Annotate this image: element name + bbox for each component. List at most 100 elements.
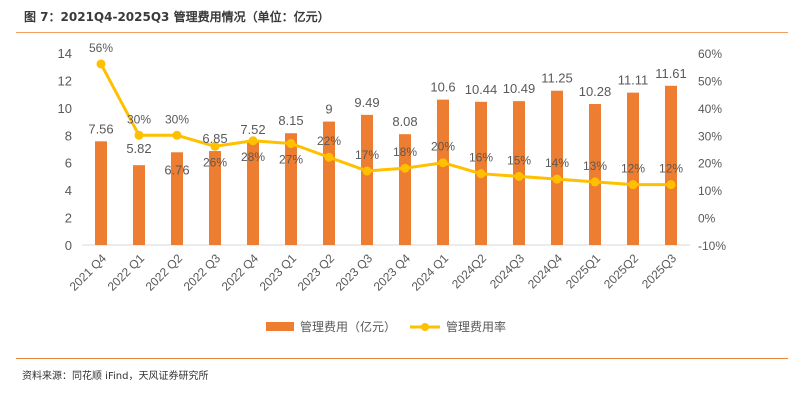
bar [171, 152, 183, 245]
bar-data-label: 10.49 [503, 81, 536, 96]
line-point [552, 174, 562, 184]
x-tick-label: 2025Q3 [639, 251, 679, 291]
left-tick-label: 4 [65, 183, 72, 198]
source-note: 资料来源：同花顺 iFind，天风证券研究所 [22, 371, 209, 382]
left-tick-label: 6 [65, 156, 72, 171]
line-data-label: 30% [127, 112, 151, 126]
x-tick-label: 2023 Q2 [295, 251, 338, 294]
right-tick-label: 50% [698, 74, 722, 88]
line-series [96, 59, 676, 190]
left-tick-label: 8 [65, 128, 72, 143]
legend-swatch-marker [421, 323, 429, 331]
bar [95, 141, 107, 245]
bar-data-label: 6.85 [202, 131, 227, 146]
right-tick-label: 20% [698, 157, 722, 171]
bar-data-label: 10.28 [579, 84, 612, 99]
x-tick-label: 2021 Q4 [67, 251, 110, 294]
left-axis: 0 2 4 6 8 10 12 14 [58, 46, 72, 253]
x-tick-label: 2023 Q4 [371, 251, 414, 294]
bar-data-label: 8.08 [392, 114, 417, 129]
right-tick-label: 10% [698, 184, 722, 198]
bar-data-label: 6.76 [164, 162, 189, 177]
title-divider [16, 32, 788, 33]
line-point [286, 139, 296, 149]
bar-data-label: 7.56 [88, 121, 113, 136]
bar-data-label: 8.15 [278, 113, 303, 128]
bar [323, 121, 335, 245]
figure-title: 图 7：2021Q4-2025Q3 管理费用情况（单位：亿元） [24, 10, 330, 24]
bar [589, 104, 601, 245]
right-tick-label: 0% [698, 212, 716, 226]
line-data-label: 28% [241, 150, 265, 164]
line-data-label: 20% [431, 140, 455, 154]
legend-label-bar: 管理费用（亿元） [300, 319, 396, 334]
bar [285, 133, 297, 245]
line-point [514, 171, 524, 181]
line-point [476, 169, 486, 179]
line-data-label: 17% [355, 148, 379, 162]
legend-label-line: 管理费用率 [446, 319, 506, 334]
line-point [210, 141, 220, 151]
x-tick-label: 2023 Q3 [333, 251, 376, 294]
line-point [324, 152, 334, 162]
line-point [96, 59, 106, 69]
left-tick-label: 14 [58, 46, 72, 61]
line-point [628, 180, 638, 190]
line-point [134, 130, 144, 140]
x-tick-label: 2024 Q1 [409, 251, 452, 294]
right-axis: -10% 0% 10% 20% 30% 40% 50% 60% [698, 47, 726, 253]
left-tick-label: 2 [65, 211, 72, 226]
line-data-label: 27% [279, 153, 303, 167]
x-tick-label: 2023 Q1 [257, 251, 300, 294]
x-tick-label: 2024Q3 [487, 251, 527, 291]
line-point [590, 177, 600, 187]
line-path [99, 63, 671, 187]
bar-data-label: 10.44 [465, 82, 498, 97]
bar-data-label: 9 [325, 102, 332, 117]
bar [399, 134, 411, 245]
x-tick-label: 2022 Q3 [181, 251, 224, 294]
right-tick-label: 60% [698, 47, 722, 61]
bar-data-label: 9.49 [354, 95, 379, 110]
x-tick-label: 2025Q2 [601, 251, 641, 291]
line-data-label: 26% [203, 155, 227, 169]
line-point [400, 163, 410, 173]
bar [551, 90, 563, 245]
line-data-label: 16% [469, 151, 493, 165]
right-tick-label: -10% [698, 239, 726, 253]
x-tick-label: 2024Q2 [449, 251, 489, 291]
line-point [362, 166, 372, 176]
bar [209, 151, 221, 245]
x-tick-label: 2022 Q4 [219, 251, 262, 294]
line-point [438, 158, 448, 168]
bar [627, 92, 639, 246]
line-data-label: 12% [621, 162, 645, 176]
bar [437, 99, 449, 245]
line-data-label: 22% [317, 134, 341, 148]
line-data-label: 13% [583, 159, 607, 173]
bar-data-label: 11.61 [655, 66, 687, 81]
line-data-label: 30% [165, 112, 189, 126]
legend: 管理费用（亿元） 管理费用率 [266, 319, 506, 334]
bar-data-label: 10.6 [430, 80, 455, 95]
line-data-label: 18% [393, 145, 417, 159]
left-tick-label: 12 [58, 73, 72, 88]
chart: 0 2 4 6 8 10 12 14 -10% 0% 10% 20% 30% 40% 50% 60% 7.5… [58, 41, 727, 334]
bar [665, 85, 677, 245]
line-data-label: 56% [89, 41, 113, 55]
x-tick-label: 2022 Q1 [105, 251, 148, 294]
bar [361, 114, 373, 245]
line-point [666, 180, 676, 190]
bar-data-labels: 7.56 5.82 6.76 6.85 7.52 8.15 9 9.49 8.08 10.6 10.… [88, 66, 686, 178]
line-point [248, 136, 258, 146]
bar-series [95, 85, 677, 246]
bar-data-label: 7.52 [240, 122, 265, 137]
x-tick-label: 2025Q1 [563, 251, 603, 291]
bar [247, 141, 259, 245]
right-tick-label: 40% [698, 102, 722, 116]
line-data-label: 12% [659, 162, 683, 176]
bar-data-label: 5.82 [126, 141, 151, 156]
line-data-labels: 56% 30% 30% 26% 28% 27% 22% 17% 18% 20% 16% 15% 14% 1… [89, 41, 683, 176]
left-tick-label: 0 [65, 238, 72, 253]
